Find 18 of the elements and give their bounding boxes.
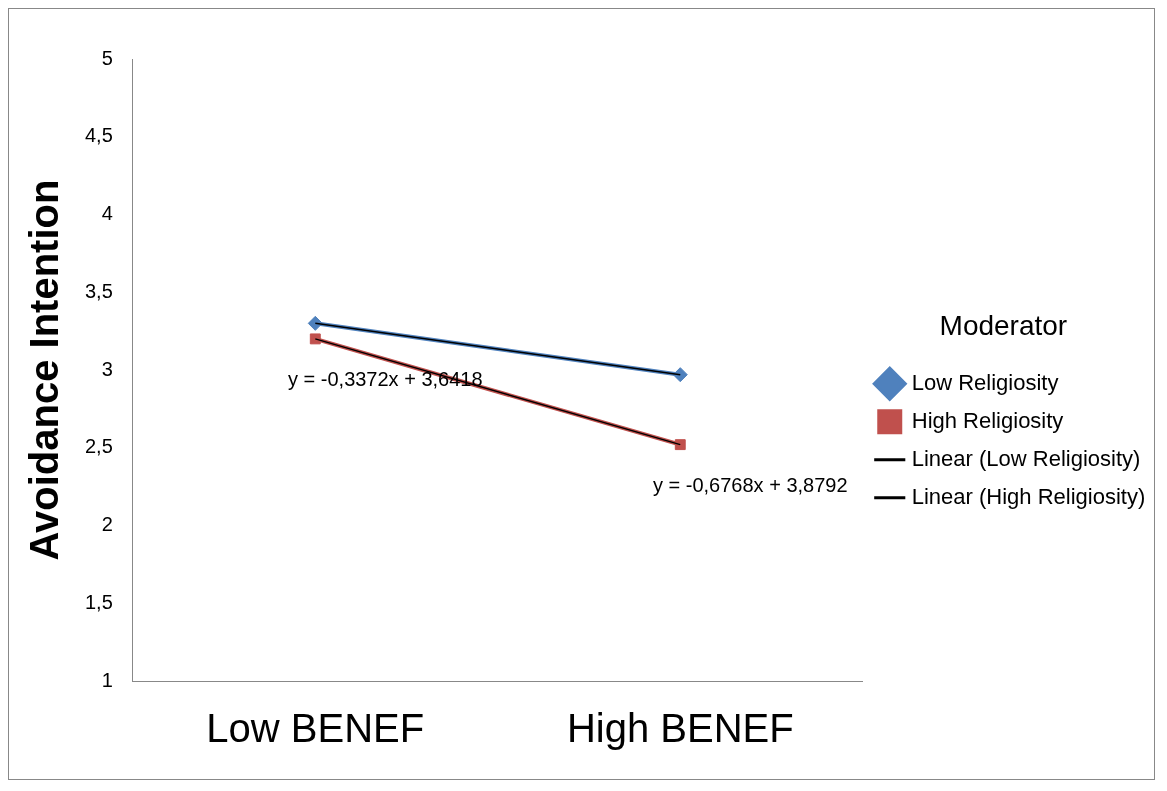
y-tick-label: 2: [101, 513, 113, 536]
y-tick-label: 1,5: [84, 590, 113, 613]
x-tick-label: High BENEF: [566, 706, 794, 751]
y-tick-label: 4,5: [84, 124, 113, 147]
legend-label: Linear (Low Religiosity): [911, 445, 1141, 471]
y-tick-label: 2,5: [84, 435, 113, 458]
legend-label: Low Religiosity: [911, 369, 1059, 395]
legend-label: High Religiosity: [911, 407, 1064, 433]
legend-title: Moderator: [939, 309, 1068, 341]
y-tick-label: 3,5: [84, 279, 113, 302]
y-tick-label: 4: [101, 202, 113, 225]
y-tick-label: 5: [101, 46, 113, 69]
y-axis-title: Avoidance Intention: [22, 179, 67, 561]
x-tick-label: Low BENEF: [206, 706, 425, 751]
legend-label: Linear (High Religiosity): [911, 483, 1146, 509]
y-tick-label: 1: [101, 668, 113, 691]
y-tick-label: 3: [101, 357, 113, 380]
annotation: y = -0,6768x + 3,8792: [652, 474, 848, 497]
